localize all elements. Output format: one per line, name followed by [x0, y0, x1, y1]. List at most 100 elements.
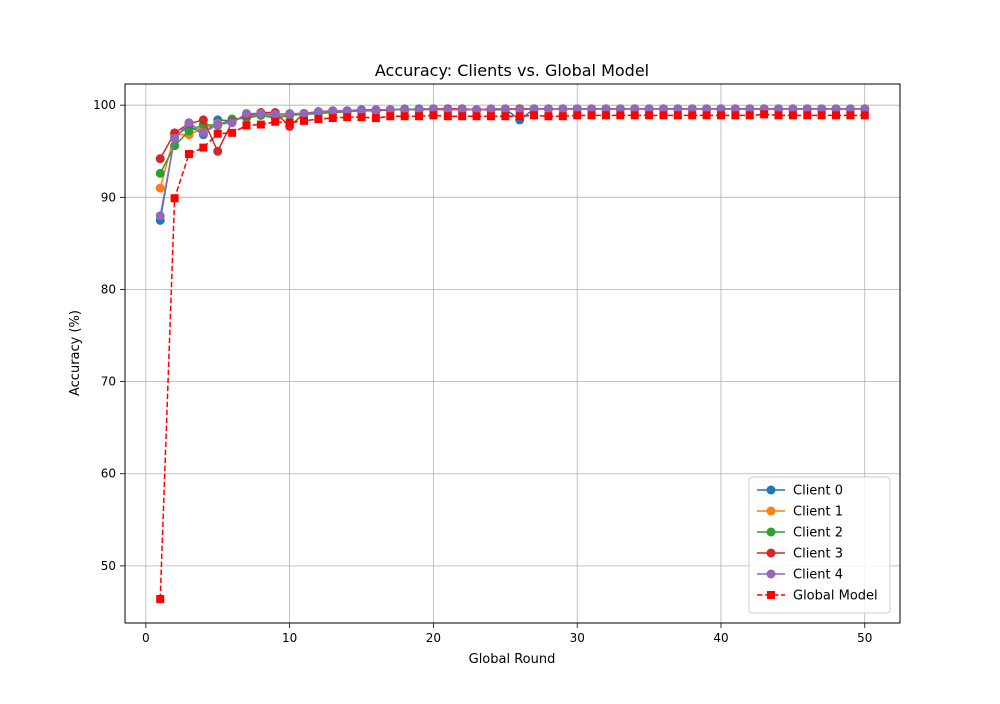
data-point — [328, 106, 338, 116]
y-tick-label: 90 — [101, 190, 116, 204]
data-point — [658, 104, 668, 114]
data-point — [587, 111, 596, 120]
data-point — [457, 105, 467, 115]
x-tick-label: 10 — [282, 631, 297, 645]
data-point — [587, 104, 597, 114]
x-tick-label: 30 — [570, 631, 585, 645]
data-point — [615, 104, 625, 114]
data-point — [155, 183, 165, 193]
data-point — [673, 104, 683, 114]
data-point — [429, 111, 438, 120]
data-point — [616, 111, 625, 120]
data-point — [774, 111, 783, 120]
x-tick-label: 50 — [857, 631, 872, 645]
axis-ticks: 0 10 20 30 40 50 50 60 70 80 90 100 — [93, 98, 872, 645]
data-point — [760, 110, 769, 119]
data-point — [328, 114, 337, 123]
data-point — [213, 129, 222, 138]
data-point — [472, 112, 481, 121]
data-point — [400, 112, 409, 121]
data-point — [184, 118, 194, 128]
legend-label: Client 2 — [793, 526, 843, 541]
data-point — [285, 108, 295, 118]
data-point — [213, 120, 223, 130]
data-point — [558, 112, 567, 121]
data-point — [486, 112, 495, 121]
legend-marker — [766, 548, 776, 558]
data-point — [846, 111, 855, 120]
data-point — [501, 112, 510, 121]
data-point — [155, 168, 165, 178]
y-axis-label: Accuracy (%) — [68, 310, 83, 396]
data-point — [415, 112, 424, 121]
legend-label: Client 0 — [793, 484, 843, 499]
data-point — [242, 121, 251, 130]
data-point — [155, 211, 165, 221]
data-point — [774, 104, 784, 114]
data-point — [543, 104, 553, 114]
data-point — [860, 104, 870, 114]
data-point — [458, 112, 467, 121]
x-tick-label: 20 — [426, 631, 441, 645]
x-axis-label: Global Round — [469, 652, 556, 667]
legend-label: Client 4 — [793, 568, 843, 583]
x-tick-label: 0 — [142, 631, 150, 645]
data-point — [198, 115, 208, 125]
data-point — [184, 150, 193, 159]
data-point — [515, 105, 525, 115]
legend-marker — [767, 591, 775, 599]
data-point — [716, 104, 726, 114]
y-tick-label: 80 — [101, 282, 116, 296]
data-point — [572, 104, 582, 114]
legend-entry: Client 4 — [757, 568, 843, 583]
data-point — [400, 105, 410, 115]
legend-entry: Client 2 — [757, 526, 843, 541]
data-point — [386, 112, 395, 121]
data-point — [155, 154, 165, 164]
legend-entry: Client 3 — [757, 547, 843, 562]
data-point — [414, 105, 424, 115]
plot-frame — [124, 83, 901, 624]
data-point — [788, 111, 797, 120]
legend-entry: Client 0 — [757, 484, 843, 499]
data-point — [702, 104, 712, 114]
data-point — [860, 111, 869, 120]
data-point — [644, 104, 654, 114]
data-point — [645, 111, 654, 120]
data-point — [241, 108, 251, 118]
data-point — [371, 114, 380, 123]
legend-label: Global Model — [793, 589, 878, 604]
data-point — [213, 146, 223, 156]
data-point — [530, 111, 539, 120]
data-point — [256, 120, 265, 129]
grid-lines — [125, 84, 900, 623]
data-point — [198, 128, 208, 138]
data-point — [630, 104, 640, 114]
data-point — [299, 108, 309, 118]
y-tick-label: 60 — [101, 467, 116, 481]
data-point — [486, 104, 496, 114]
data-point — [300, 116, 309, 125]
data-point — [745, 104, 755, 114]
data-point — [731, 111, 740, 120]
series-client-4 — [155, 104, 870, 221]
legend-marker — [766, 569, 776, 579]
data-point — [788, 104, 798, 114]
data-point — [256, 108, 266, 118]
data-point — [558, 104, 568, 114]
data-point — [659, 111, 668, 120]
data-point — [170, 133, 180, 143]
data-point — [716, 111, 725, 120]
chart-title: Accuracy: Clients vs. Global Model — [375, 61, 649, 80]
data-point — [817, 111, 826, 120]
data-point — [529, 104, 539, 114]
y-tick-label: 100 — [93, 98, 116, 112]
y-tick-label: 50 — [101, 559, 116, 573]
legend: Client 0 Client 1 Client 2 Client 3 Client 4… — [748, 476, 891, 614]
data-point — [342, 106, 352, 116]
series-layer — [155, 104, 870, 604]
data-point — [156, 595, 165, 604]
legend-label: Client 3 — [793, 547, 843, 562]
data-point — [515, 112, 524, 121]
data-point — [443, 105, 453, 115]
